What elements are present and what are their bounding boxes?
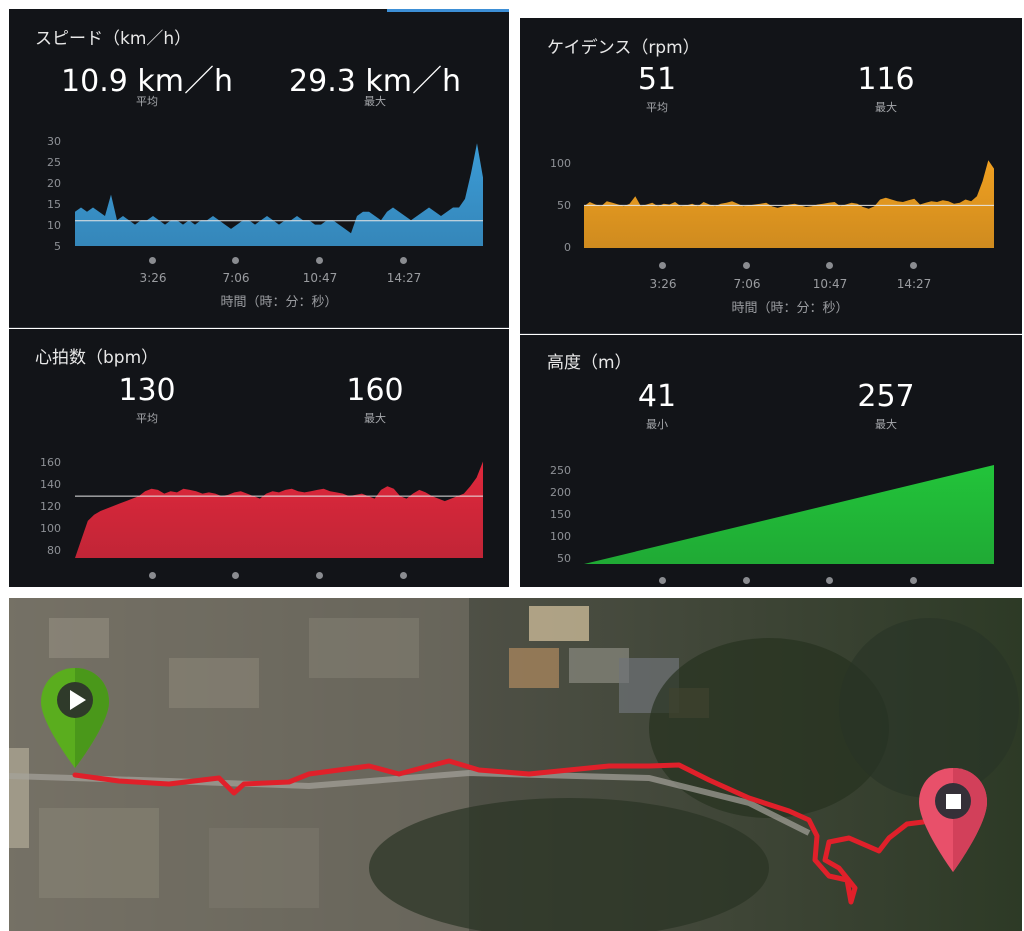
cadence-panel: ケイデンス（rpm） 51 平均 116 最大 100 50 0 3:26 7:… (520, 18, 1022, 334)
y-tick: 150 (550, 508, 571, 521)
x-axis-dot (400, 572, 407, 579)
x-axis-dot (826, 262, 833, 269)
heart-rate-panel: 心拍数（bpm） 130 平均 160 最大 160 140 120 100 8… (9, 329, 509, 587)
speed-avg-value: 10.9 km／h (61, 64, 233, 99)
y-tick: 30 (47, 135, 61, 148)
speed-title: スピード（km／h） (35, 29, 192, 49)
cadence-title: ケイデンス（rpm） (547, 38, 700, 58)
cadence-avg-label: 平均 (646, 101, 668, 114)
y-tick: 80 (47, 544, 61, 557)
cadence-avg-value: 51 (637, 62, 677, 97)
y-tick: 200 (550, 486, 571, 499)
speed-chart (75, 143, 483, 246)
divider (520, 333, 1022, 334)
x-tick: 3:26 (139, 271, 167, 285)
speed-max-value: 29.3 km／h (289, 64, 461, 99)
start-pin-icon (41, 668, 109, 768)
x-axis-dot (910, 262, 917, 269)
altitude-min-value: 41 (637, 379, 677, 414)
cadence-area-series (584, 160, 994, 248)
x-axis-dot (826, 577, 833, 584)
x-axis-dot (316, 572, 323, 579)
y-tick: 0 (564, 241, 571, 254)
x-axis-dot (149, 572, 156, 579)
y-tick: 50 (557, 552, 571, 565)
x-axis-dot (149, 257, 156, 264)
y-tick: 15 (47, 198, 61, 211)
altitude-chart (584, 465, 994, 564)
heart-rate-chart (75, 461, 483, 558)
y-tick: 250 (550, 464, 571, 477)
y-tick: 5 (54, 240, 61, 253)
y-tick: 120 (40, 500, 61, 513)
cadence-max-value: 116 (857, 62, 915, 97)
satellite-map (9, 598, 1022, 931)
heart-rate-avg-label: 平均 (136, 412, 158, 425)
x-tick: 14:27 (386, 271, 422, 285)
y-tick: 25 (47, 156, 61, 169)
x-axis-dot (316, 257, 323, 264)
x-axis-title: 時間（時：分：秒） (220, 295, 338, 310)
stop-icon (946, 794, 961, 809)
x-axis-dot (743, 577, 750, 584)
cadence-max-label: 最大 (875, 101, 897, 114)
route-line (72, 758, 942, 905)
x-axis-dot (400, 257, 407, 264)
cadence-chart (584, 160, 994, 248)
y-tick: 50 (557, 199, 571, 212)
heart-rate-area-series (75, 461, 483, 558)
altitude-max-value: 257 (857, 379, 915, 414)
heart-rate-title: 心拍数（bpm） (35, 348, 159, 368)
speed-panel: スピード（km／h） 10.9 km／h 平均 29.3 km／h 最大 30 … (9, 9, 509, 328)
y-tick: 10 (47, 219, 61, 232)
y-tick: 140 (40, 478, 61, 491)
speed-max-label: 最大 (364, 95, 386, 108)
altitude-area-series (584, 465, 994, 564)
x-axis-dot (910, 577, 917, 584)
speed-area-series (75, 143, 483, 246)
y-tick: 100 (550, 530, 571, 543)
divider (9, 327, 509, 328)
heart-rate-avg-value: 130 (118, 373, 176, 408)
x-axis-title: 時間（時：分：秒） (731, 301, 849, 316)
y-tick: 20 (47, 177, 61, 190)
end-pin-icon (919, 768, 987, 872)
play-icon (70, 690, 86, 710)
x-tick: 10:47 (302, 271, 338, 285)
x-tick: 7:06 (733, 277, 761, 291)
y-tick: 100 (40, 522, 61, 535)
altitude-min-label: 最小 (646, 418, 668, 431)
x-tick: 14:27 (896, 277, 932, 291)
x-axis-dot (659, 262, 666, 269)
altitude-max-label: 最大 (875, 418, 897, 431)
altitude-panel: 高度（m） 41 最小 257 最大 250 200 150 100 50 (520, 335, 1022, 587)
heart-rate-max-value: 160 (346, 373, 404, 408)
x-tick: 3:26 (649, 277, 677, 291)
altitude-title: 高度（m） (547, 353, 632, 373)
end-marker[interactable] (915, 764, 991, 876)
active-tab-indicator (387, 9, 509, 12)
x-tick: 7:06 (222, 271, 250, 285)
x-axis-dot (743, 262, 750, 269)
speed-avg-label: 平均 (136, 95, 158, 108)
x-tick: 10:47 (812, 277, 848, 291)
heart-rate-max-label: 最大 (364, 412, 386, 425)
route-map[interactable] (9, 598, 1022, 931)
y-tick: 160 (40, 456, 61, 469)
x-axis-dot (232, 257, 239, 264)
x-axis-dot (659, 577, 666, 584)
x-axis-dot (232, 572, 239, 579)
start-marker[interactable] (37, 664, 113, 772)
y-tick: 100 (550, 157, 571, 170)
